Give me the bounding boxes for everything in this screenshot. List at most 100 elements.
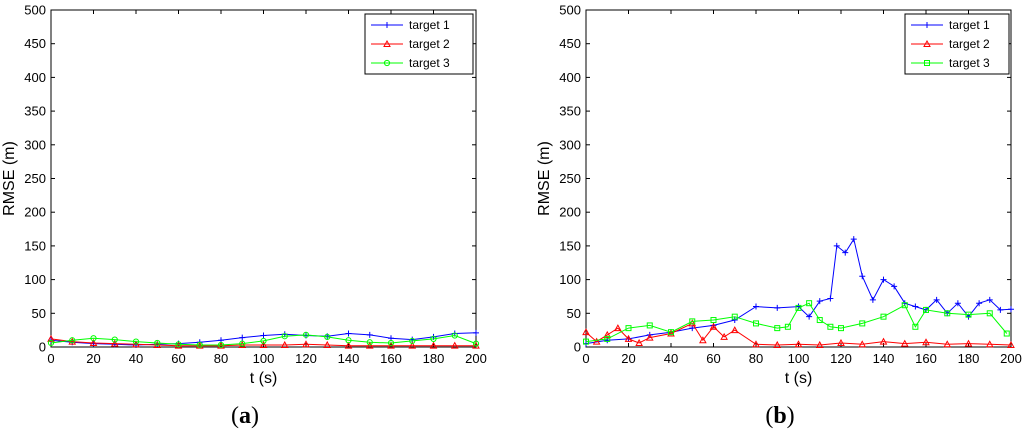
legend: target 1 target 2 target 3 [904, 13, 1010, 75]
data-point [260, 332, 267, 339]
x-tick-label: 100 [788, 351, 810, 366]
data-point [964, 339, 973, 347]
data-point [997, 306, 1004, 313]
data-point [806, 300, 813, 307]
x-tick-label: 100 [253, 351, 275, 366]
x-tick-label: 0 [582, 351, 589, 366]
series-line [585, 302, 1008, 343]
data-point [472, 340, 480, 347]
x-axis-label: t (s) [250, 370, 278, 387]
data-point [985, 340, 994, 348]
data-point [387, 339, 395, 347]
x-tick-label: 160 [380, 351, 402, 366]
caption-letter: a [239, 403, 251, 429]
data-point [833, 242, 840, 249]
data-point [302, 331, 310, 338]
data-point [731, 317, 738, 324]
x-tick-label: 120 [295, 351, 317, 366]
y-tick-label: 100 [559, 272, 581, 287]
data-point [1007, 340, 1015, 348]
x-tick-label: 200 [465, 351, 487, 366]
data-point [816, 317, 823, 324]
data-point [239, 340, 246, 347]
data-point [880, 276, 887, 283]
data-point [450, 341, 459, 349]
panel-b: 0 50 100 150 200 250 300 350 400 450 500 0 20 40 60 80 1… [536, 3, 1022, 430]
y-tick-label: 350 [24, 104, 46, 119]
data-point [753, 303, 759, 310]
data-point [944, 310, 951, 317]
y-tick-label: 500 [24, 3, 46, 18]
x-tick-label: 140 [873, 351, 895, 366]
data-point [943, 340, 952, 348]
data-point [68, 337, 77, 345]
data-point [344, 341, 353, 349]
y-tick-label: 250 [559, 171, 581, 186]
data-point [869, 296, 876, 303]
x-tick-label: 40 [129, 351, 143, 366]
data-point [645, 333, 654, 341]
y-tick-label: 0 [39, 340, 46, 355]
data-point [409, 337, 416, 345]
data-point [965, 311, 972, 318]
legend-box [904, 13, 1010, 75]
data-point [668, 329, 674, 336]
data-point [731, 313, 738, 320]
series-3 [47, 331, 480, 349]
data-point [90, 335, 97, 342]
data-point [806, 313, 813, 320]
data-point [646, 322, 653, 329]
data-point [47, 334, 55, 342]
x-tick-label: 180 [958, 351, 980, 366]
y-tick-label: 500 [559, 3, 581, 18]
y-tick-label: 0 [574, 340, 581, 355]
data-point [709, 322, 718, 330]
series-line [585, 237, 1012, 345]
data-point [900, 339, 909, 347]
data-point [89, 338, 98, 346]
data-point [625, 325, 632, 332]
y-tick-label: 150 [559, 238, 581, 253]
data-point [986, 310, 993, 317]
x-tick-label: 200 [1000, 351, 1022, 366]
data-point [473, 329, 479, 336]
data-point [110, 339, 119, 347]
data-point [324, 333, 331, 340]
data-point [302, 340, 310, 348]
data-point [986, 296, 993, 303]
data-point [689, 318, 696, 325]
data-point [614, 324, 622, 332]
data-point [430, 335, 437, 343]
y-tick-label: 350 [559, 104, 581, 119]
data-point [880, 313, 887, 320]
data-point [1008, 306, 1014, 313]
legend: target 1 target 2 target 3 [364, 13, 474, 75]
data-point [901, 302, 908, 309]
x-tick-label: 80 [214, 351, 228, 366]
panel-a: 0 50 100 150 200 250 300 350 400 450 500 0 20 40 60 80 1… [1, 3, 487, 430]
data-point [667, 329, 675, 337]
data-point [366, 339, 373, 346]
data-point [976, 300, 983, 307]
legend-box [364, 13, 474, 75]
y-tick-label: 300 [24, 137, 46, 152]
legend-entry: target 1 [409, 18, 450, 32]
y-tick-label: 50 [567, 306, 581, 321]
data-point [827, 295, 834, 302]
y-tick-label: 250 [24, 171, 46, 186]
data-point [280, 340, 289, 348]
data-point [604, 335, 611, 342]
data-point [773, 340, 782, 348]
series-line [50, 334, 477, 346]
data-point [429, 341, 438, 349]
y-ticks: 0 50 100 150 200 250 300 350 400 450 500 [24, 3, 476, 355]
x-tick-label: 160 [915, 351, 937, 366]
series-3 [583, 300, 1010, 345]
data-point [784, 323, 791, 330]
data-point [922, 338, 930, 346]
data-point [837, 338, 845, 346]
data-point [774, 304, 781, 311]
data-point [174, 341, 183, 349]
data-point [260, 337, 267, 345]
data-point [752, 340, 760, 348]
